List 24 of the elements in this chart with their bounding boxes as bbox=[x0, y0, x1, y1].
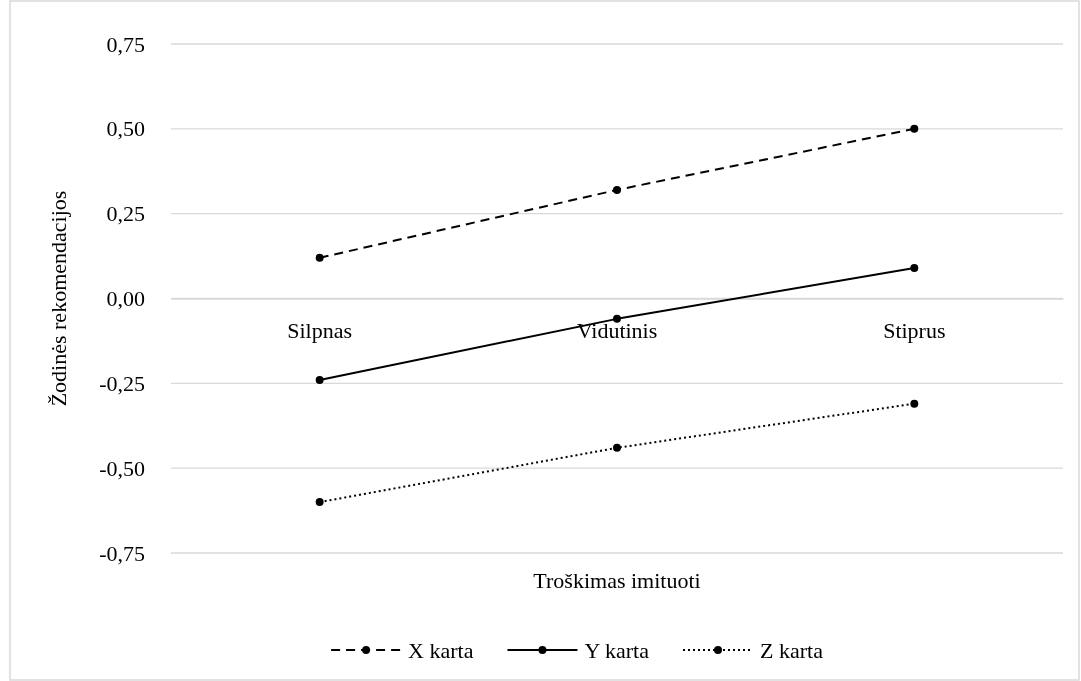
legend-label: Z karta bbox=[760, 638, 824, 663]
y-tick-label: 0,00 bbox=[106, 286, 145, 312]
y-tick-label: -0,75 bbox=[99, 540, 145, 566]
point bbox=[613, 314, 621, 323]
x-tick-label: Vidutinis bbox=[576, 318, 658, 344]
x-tick-label: Stiprus bbox=[883, 318, 946, 344]
point bbox=[315, 498, 324, 507]
x-tick-label: Silpnas bbox=[287, 318, 353, 344]
y-tick-label: 0,50 bbox=[106, 116, 145, 142]
y-tick-label: 0,75 bbox=[106, 31, 145, 57]
y-tick-label: -0,25 bbox=[99, 370, 145, 396]
point bbox=[315, 375, 324, 384]
point bbox=[910, 263, 919, 272]
point bbox=[613, 443, 621, 452]
legend-label: X karta bbox=[408, 638, 474, 663]
y-tick-label: -0,50 bbox=[99, 455, 145, 481]
point bbox=[910, 124, 919, 133]
legend-label: Y karta bbox=[584, 638, 650, 663]
point bbox=[613, 185, 621, 194]
point bbox=[910, 399, 919, 408]
y-tick-label: 0,25 bbox=[106, 201, 145, 227]
x-axis-title: Troškimas imituoti bbox=[533, 568, 701, 593]
point bbox=[315, 253, 324, 262]
y-axis-title: Žodinės rekomendacijos bbox=[46, 190, 71, 407]
